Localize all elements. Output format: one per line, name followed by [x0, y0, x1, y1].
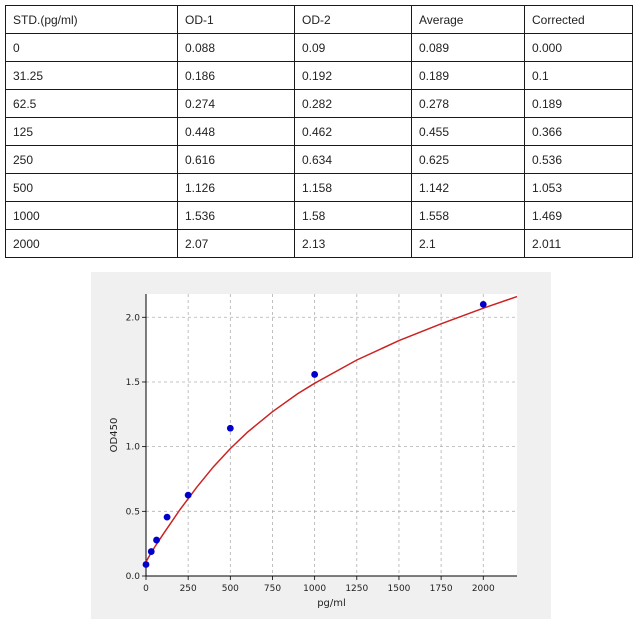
table-cell: 0.462 [294, 117, 412, 146]
x-tick-label: 1250 [345, 584, 368, 594]
y-tick-label: 0.0 [126, 572, 141, 582]
x-tick-label: 250 [180, 584, 197, 594]
table-cell: 2.1 [411, 229, 525, 258]
table-cell: 0.536 [524, 145, 633, 174]
table-cell: 0.192 [294, 61, 412, 90]
table-cell: 31.25 [5, 61, 178, 90]
header-std: STD.(pg/ml) [5, 5, 178, 34]
data-point [479, 300, 487, 308]
chart-panel: 0 250 500 750 1000 1250 1500 1750 2000 0.0 0.5 1.0 1… [91, 272, 551, 619]
table-cell: 125 [5, 117, 178, 146]
table-cell: 1.142 [411, 173, 525, 202]
table-cell: 0.625 [411, 145, 525, 174]
table-cell: 2.07 [177, 229, 295, 258]
table-row: 250 0.616 0.634 0.625 0.536 [5, 145, 633, 174]
table-cell: 1000 [5, 201, 178, 230]
x-tick-label: 0 [143, 584, 149, 594]
table-cell: 1.536 [177, 201, 295, 230]
x-axis-title: pg/ml [317, 598, 346, 609]
table-body: 0 0.088 0.09 0.089 0.000 31.25 0.186 0.192 0.189… [5, 33, 633, 258]
header-corrected: Corrected [524, 5, 633, 34]
table-cell: 0.616 [177, 145, 295, 174]
table-cell: 0.455 [411, 117, 525, 146]
standard-curve-chart: 0 250 500 750 1000 1250 1500 1750 2000 0.0 0.5 1.0 1… [109, 294, 518, 609]
y-axis-title: OD450 [109, 418, 120, 453]
table-cell: 0.000 [524, 33, 633, 62]
standard-curve-table: STD.(pg/ml) OD-1 OD-2 Average Corrected … [5, 5, 633, 258]
table-cell: 1.053 [524, 173, 633, 202]
table-cell: 1.158 [294, 173, 412, 202]
table-cell: 0.634 [294, 145, 412, 174]
y-tick-label: 2.0 [126, 313, 141, 323]
table-row: 125 0.448 0.462 0.455 0.366 [5, 117, 633, 146]
table-cell: 2.13 [294, 229, 412, 258]
table-cell: 0.274 [177, 89, 295, 118]
data-point [153, 536, 160, 544]
table-cell: 0.278 [411, 89, 525, 118]
data-point [311, 371, 319, 378]
data-point [184, 491, 192, 499]
table-row: 2000 2.07 2.13 2.1 2.011 [5, 229, 633, 258]
table-cell: 1.469 [524, 201, 633, 230]
table-cell: 0.448 [177, 117, 295, 146]
table-cell: 0.282 [294, 89, 412, 118]
data-point [142, 561, 150, 568]
fit-curve [145, 295, 518, 563]
x-tick-label: 750 [264, 584, 281, 594]
x-tick-label: 1500 [388, 584, 411, 594]
data-points [142, 300, 487, 568]
x-tick-label: 500 [222, 584, 239, 594]
table-cell: 1.558 [411, 201, 525, 230]
header-average: Average [411, 5, 525, 34]
table-row: 0 0.088 0.09 0.089 0.000 [5, 33, 633, 62]
table-cell: 0.189 [524, 89, 633, 118]
x-tick-label: 2000 [472, 584, 495, 594]
header-od1: OD-1 [177, 5, 295, 34]
table-cell: 2.011 [524, 229, 633, 258]
table-cell: 0.189 [411, 61, 525, 90]
x-tick-label: 1750 [430, 584, 453, 594]
header-od2: OD-2 [294, 5, 412, 34]
table-cell: 2000 [5, 229, 178, 258]
data-point [147, 548, 155, 555]
y-tick-label: 0.5 [126, 507, 140, 517]
data-point [163, 513, 171, 521]
x-tick-label: 1000 [303, 584, 326, 594]
table-header-row: STD.(pg/ml) OD-1 OD-2 Average Corrected [5, 5, 633, 34]
table-cell: 0.09 [294, 33, 412, 62]
plot-area [146, 294, 517, 576]
table-cell: 500 [5, 173, 178, 202]
table-row: 500 1.126 1.158 1.142 1.053 [5, 173, 633, 202]
table-row: 1000 1.536 1.58 1.558 1.469 [5, 201, 633, 230]
table-cell: 0.366 [524, 117, 633, 146]
table-cell: 0.186 [177, 61, 295, 90]
table-cell: 0.1 [524, 61, 633, 90]
table-row: 62.5 0.274 0.282 0.278 0.189 [5, 89, 633, 118]
table-cell: 1.58 [294, 201, 412, 230]
grid-lines [146, 294, 517, 576]
table-cell: 1.126 [177, 173, 295, 202]
table-cell: 250 [5, 145, 178, 174]
fit-curve-layer [145, 295, 518, 563]
table-row: 31.25 0.186 0.192 0.189 0.1 [5, 61, 633, 90]
table-cell: 0.088 [177, 33, 295, 62]
y-tick-label: 1.0 [126, 443, 141, 453]
y-tick-label: 1.5 [126, 378, 140, 388]
table-cell: 0.089 [411, 33, 525, 62]
data-point [226, 424, 234, 432]
axes: 0 250 500 750 1000 1250 1500 1750 2000 0.0 0.5 1.0 1… [126, 294, 517, 594]
table-cell: 0 [5, 33, 178, 62]
table-cell: 62.5 [5, 89, 178, 118]
